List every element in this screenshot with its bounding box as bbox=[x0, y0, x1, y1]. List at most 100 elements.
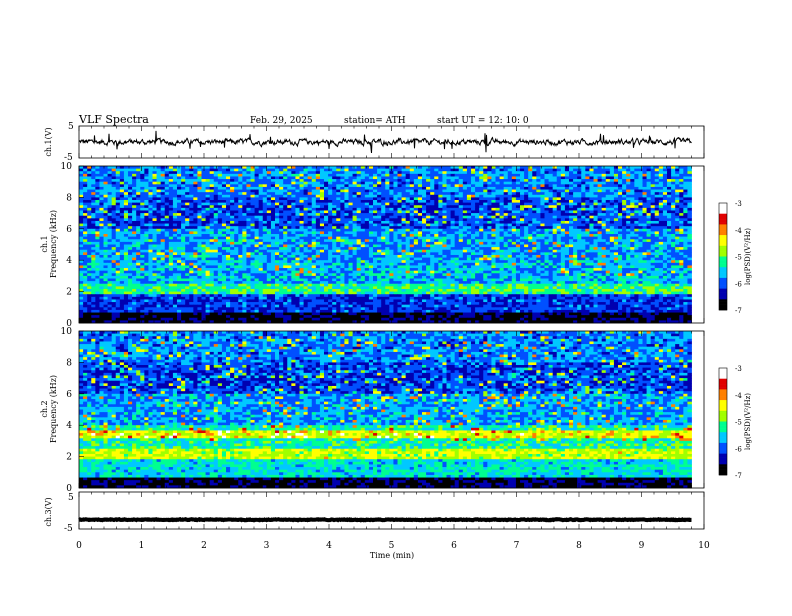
spectrogram-cell-1-17-108 bbox=[520, 210, 524, 213]
spectrogram-cell-1-10-2 bbox=[87, 192, 91, 195]
spectrogram-cell-1-29-66 bbox=[349, 242, 353, 245]
spectrogram-cell-1-4-25 bbox=[181, 176, 185, 179]
spectrogram-cell-1-25-120 bbox=[569, 231, 573, 234]
spectrogram-cell-1-19-60 bbox=[324, 216, 328, 219]
spectrogram-cell-1-21-14 bbox=[136, 221, 140, 224]
spectrogram-cell-1-21-104 bbox=[504, 221, 508, 224]
spectrogram-cell-1-9-29 bbox=[197, 190, 201, 193]
spectrogram-cell-1-30-115 bbox=[549, 245, 553, 248]
spectrogram-cell-1-31-103 bbox=[500, 247, 504, 250]
spectrogram-cell-1-10-71 bbox=[369, 192, 373, 195]
spectrogram-cell-1-11-137 bbox=[638, 195, 642, 198]
spectrogram-cell-1-3-40 bbox=[242, 174, 246, 177]
spectrogram-cell-1-20-13 bbox=[132, 218, 136, 221]
spectrogram-cell-1-27-87 bbox=[434, 237, 438, 240]
spectrogram-cell-1-26-18 bbox=[153, 234, 157, 237]
spectrogram-cell-1-15-146 bbox=[675, 205, 679, 208]
spectrogram-cell-1-11-66 bbox=[349, 195, 353, 198]
spectrogram-cell-1-20-139 bbox=[647, 218, 651, 221]
spectrogram-cell-1-5-10 bbox=[120, 179, 124, 182]
spectrogram-cell-1-31-70 bbox=[365, 247, 369, 250]
spectrogram-cell-1-2-107 bbox=[516, 171, 520, 174]
spectrogram-cell-1-15-23 bbox=[173, 205, 177, 208]
spectrogram-cell-1-20-75 bbox=[385, 218, 389, 221]
spectrogram-cell-1-24-74 bbox=[381, 229, 385, 232]
spectrogram-cell-1-2-86 bbox=[430, 171, 434, 174]
spectrogram-cell-1-25-10 bbox=[120, 231, 124, 234]
spectrogram-cell-1-11-15 bbox=[140, 195, 144, 198]
spectrogram-cell-1-5-56 bbox=[308, 179, 312, 182]
spectrogram-cell-1-13-133 bbox=[622, 200, 626, 203]
spectrogram-cell-1-23-39 bbox=[238, 226, 242, 229]
spectrogram-cell-1-18-132 bbox=[618, 213, 622, 216]
spectrogram-cell-1-12-91 bbox=[451, 197, 455, 200]
spectrogram-cell-1-29-78 bbox=[398, 242, 402, 245]
spectrogram-cell-1-22-136 bbox=[634, 224, 638, 227]
spectrogram-cell-1-13-131 bbox=[614, 200, 618, 203]
spectrogram-cell-1-0-68 bbox=[357, 166, 361, 169]
spectrogram-cell-1-17-69 bbox=[361, 210, 365, 213]
spectrogram-cell-1-17-47 bbox=[271, 210, 275, 213]
spectrogram-cell-1-23-105 bbox=[508, 226, 512, 229]
spectrogram-cell-1-19-21 bbox=[165, 216, 169, 219]
spectrogram-cell-1-23-126 bbox=[594, 226, 598, 229]
spectrogram-cell-1-22-2 bbox=[87, 224, 91, 227]
spectrogram-cell-1-6-145 bbox=[671, 182, 675, 185]
spectrogram-cell-1-15-37 bbox=[230, 205, 234, 208]
spectrogram-cell-1-3-104 bbox=[504, 174, 508, 177]
spectrogram-cell-1-0-132 bbox=[618, 166, 622, 169]
spectrogram-cell-1-27-9 bbox=[116, 237, 120, 240]
spectrogram-cell-1-5-71 bbox=[369, 179, 373, 182]
spectrogram-cell-1-9-87 bbox=[434, 190, 438, 193]
spectrogram-cell-1-32-48 bbox=[275, 250, 279, 253]
spectrogram-cell-1-5-36 bbox=[226, 179, 230, 182]
spectrogram-cell-1-29-69 bbox=[361, 242, 365, 245]
spectrogram-cell-1-30-83 bbox=[418, 245, 422, 248]
spectrogram-cell-1-30-139 bbox=[647, 245, 651, 248]
spectrogram-cell-1-15-79 bbox=[402, 205, 406, 208]
spectrogram-cell-1-14-134 bbox=[626, 203, 630, 206]
spectrogram-cell-1-27-88 bbox=[438, 237, 442, 240]
spectrogram-cell-1-12-9 bbox=[116, 197, 120, 200]
spectrogram-cell-1-30-73 bbox=[377, 245, 381, 248]
spectrogram-cell-1-1-102 bbox=[496, 169, 500, 172]
spectrogram-cell-1-16-58 bbox=[316, 208, 320, 211]
spectrogram-cell-1-5-15 bbox=[140, 179, 144, 182]
spectrogram-cell-1-32-17 bbox=[148, 250, 152, 253]
spectrogram-cell-1-28-80 bbox=[406, 239, 410, 242]
spectrogram-cell-1-25-96 bbox=[471, 231, 475, 234]
spectrogram-cell-1-14-139 bbox=[647, 203, 651, 206]
spectrogram-cell-1-7-65 bbox=[344, 184, 348, 187]
spectrogram-cell-1-2-82 bbox=[414, 171, 418, 174]
spectrogram-cell-1-17-91 bbox=[451, 210, 455, 213]
spectrogram-cell-1-29-38 bbox=[234, 242, 238, 245]
spectrogram-cell-1-19-19 bbox=[157, 216, 161, 219]
spectrogram-cell-1-6-41 bbox=[246, 182, 250, 185]
spectrogram-cell-1-20-141 bbox=[655, 218, 659, 221]
spectrogram-cell-1-29-79 bbox=[402, 242, 406, 245]
spectrogram-cell-1-9-138 bbox=[643, 190, 647, 193]
spectrogram-cell-1-9-26 bbox=[185, 190, 189, 193]
spectrogram-cell-1-21-70 bbox=[365, 221, 369, 224]
spectrogram-cell-1-31-112 bbox=[536, 247, 540, 250]
spectrogram-cell-1-9-47 bbox=[271, 190, 275, 193]
spectrogram-cell-1-2-80 bbox=[406, 171, 410, 174]
spectrogram-cell-1-25-27 bbox=[189, 231, 193, 234]
spectrogram-cell-1-10-5 bbox=[99, 192, 103, 195]
spectrogram-cell-1-31-51 bbox=[287, 247, 291, 250]
spectrogram-cell-1-10-43 bbox=[255, 192, 259, 195]
spectrogram-cell-1-29-101 bbox=[491, 242, 495, 245]
spectrogram-cell-1-9-23 bbox=[173, 190, 177, 193]
spectrogram-cell-1-21-49 bbox=[279, 221, 283, 224]
spectrogram-cell-1-5-128 bbox=[602, 179, 606, 182]
spectrogram-cell-1-20-32 bbox=[210, 218, 214, 221]
spectrogram-cell-1-10-116 bbox=[553, 192, 557, 195]
spectrogram-cell-1-2-133 bbox=[622, 171, 626, 174]
spectrogram-cell-1-7-127 bbox=[598, 184, 602, 187]
spectrogram-cell-1-1-125 bbox=[589, 169, 593, 172]
spectrogram-cell-1-7-30 bbox=[202, 184, 206, 187]
spectrogram-cell-1-9-82 bbox=[414, 190, 418, 193]
spectrogram-cell-1-17-35 bbox=[222, 210, 226, 213]
spectrogram-cell-1-5-34 bbox=[218, 179, 222, 182]
spectrogram-cell-1-1-78 bbox=[398, 169, 402, 172]
